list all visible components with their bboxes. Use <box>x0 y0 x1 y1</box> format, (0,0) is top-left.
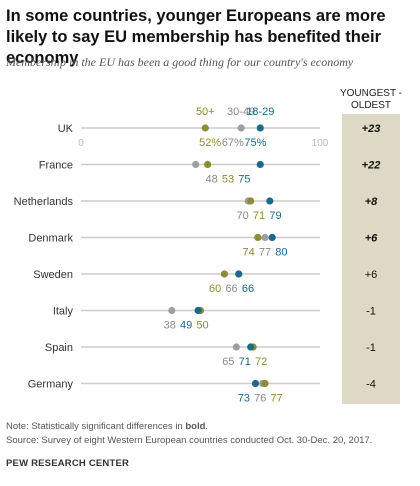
value-label-germany-30-49: 76 <box>254 393 266 405</box>
footer-note: Note: Statistically significant differen… <box>6 421 208 432</box>
legend-18-29: 18-29 <box>246 106 274 118</box>
footer-note-prefix: Note: Statistically significant differen… <box>6 421 186 432</box>
difference-value-germany: -4 <box>366 379 376 391</box>
chart-subtitle: Membership in the EU has been a good thi… <box>6 55 354 69</box>
chart-title: In some countries, younger Europeans are… <box>6 7 386 67</box>
dot-france-18-29 <box>256 160 264 169</box>
country-label-italy: Italy <box>53 306 74 318</box>
difference-value-denmark: +6 <box>365 233 378 245</box>
value-label-uk-50+: 52% <box>199 137 221 149</box>
country-label-denmark: Denmark <box>28 233 73 245</box>
value-label-uk-30-49: 67% <box>222 137 244 149</box>
dot-netherlands-18-29 <box>266 197 274 205</box>
value-label-italy-18-29: 49 <box>180 320 192 332</box>
axis-label-min: 0 <box>78 138 84 149</box>
value-label-denmark-50+: 74 <box>243 247 255 259</box>
value-label-spain-18-29: 71 <box>239 356 251 368</box>
country-label-spain: Spain <box>45 342 73 354</box>
value-label-netherlands-30-49: 70 <box>237 210 249 222</box>
footer-note-bold: bold <box>185 421 206 432</box>
dot-italy-18-29 <box>194 306 202 315</box>
dot-spain-18-29 <box>247 343 255 351</box>
value-label-sweden-50+: 60 <box>209 283 221 295</box>
country-label-uk: UK <box>58 123 74 135</box>
value-label-france-50+: 53 <box>222 174 234 186</box>
value-label-sweden-30-49: 66 <box>225 283 237 295</box>
difference-value-spain: -1 <box>366 342 376 354</box>
difference-value-italy: -1 <box>366 306 376 318</box>
country-label-france: France <box>39 160 73 172</box>
value-label-france-30-49: 48 <box>205 174 217 186</box>
dot-denmark-30-49 <box>261 233 269 242</box>
value-label-spain-50+: 72 <box>255 356 267 368</box>
difference-column <box>342 114 400 404</box>
axis-label-max: 100 <box>312 138 329 149</box>
value-label-germany-18-29: 73 <box>238 393 250 405</box>
difference-value-sweden: +6 <box>365 269 378 281</box>
dot-germany-50+ <box>261 379 269 388</box>
value-label-sweden-18-29: 66 <box>242 283 254 295</box>
footer-source: Source: Survey of eight Western European… <box>6 435 373 446</box>
value-label-italy-30-49: 38 <box>164 320 176 332</box>
difference-header-line-1: YOUNGEST - <box>339 88 403 99</box>
difference-header: YOUNGEST - OLDEST <box>334 88 408 112</box>
value-label-netherlands-50+: 71 <box>253 210 265 222</box>
dot-france-30-49 <box>192 160 200 169</box>
footer-note-suffix: . <box>205 421 209 432</box>
dot-plot: 0 100 UK +23 52% 67% 75% France +22 48 53 75 Netherl… <box>14 106 381 405</box>
difference-value-uk: +23 <box>362 123 381 135</box>
value-label-denmark-18-29: 80 <box>275 247 287 259</box>
dot-netherlands-50+ <box>247 197 255 205</box>
dot-sweden-50+ <box>220 270 228 278</box>
country-label-germany: Germany <box>28 379 74 391</box>
value-label-netherlands-18-29: 79 <box>269 210 281 222</box>
dot-denmark-18-29 <box>268 233 276 242</box>
dot-uk-30-49 <box>237 124 245 132</box>
dot-uk-18-29 <box>256 124 264 132</box>
footer-org: PEW RESEARCH CENTER <box>6 458 130 469</box>
value-label-spain-30-49: 65 <box>222 356 234 368</box>
dot-france-50+ <box>204 160 212 169</box>
value-label-italy-50+: 50 <box>196 320 208 332</box>
dot-denmark-50+ <box>254 233 262 242</box>
difference-value-netherlands: +8 <box>365 196 378 208</box>
value-label-france-18-29: 75 <box>238 174 250 186</box>
dot-uk-50+ <box>201 124 209 132</box>
legend-50+: 50+ <box>196 106 215 118</box>
difference-header-line-2: OLDEST <box>350 100 391 111</box>
value-label-germany-50+: 77 <box>271 393 283 405</box>
legend-30-49: 30-49 <box>227 106 255 118</box>
dot-spain-30-49 <box>232 343 240 351</box>
country-label-netherlands: Netherlands <box>14 196 74 208</box>
dot-sweden-18-29 <box>235 270 243 278</box>
country-label-sweden: Sweden <box>33 269 73 281</box>
value-label-uk-18-29: 75% <box>244 137 266 149</box>
dot-germany-18-29 <box>251 379 260 388</box>
value-label-denmark-30-49: 77 <box>259 247 271 259</box>
difference-value-france: +22 <box>362 160 381 172</box>
dot-italy-30-49 <box>168 306 176 315</box>
